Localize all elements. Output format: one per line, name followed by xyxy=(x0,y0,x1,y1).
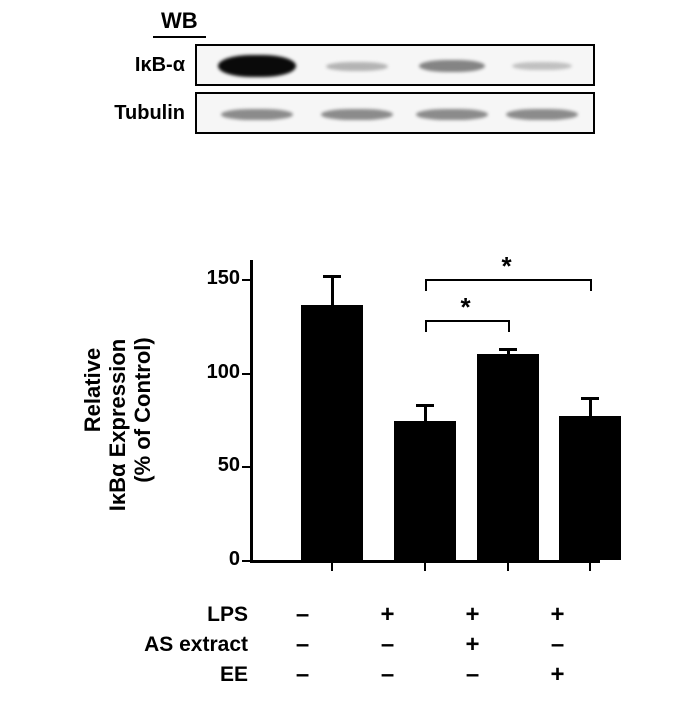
error-cap xyxy=(416,404,434,407)
condition-label: EE xyxy=(110,663,260,687)
condition-table: LPS–+++AS extract––+–EE–––+ xyxy=(110,600,610,690)
significance-star: * xyxy=(461,292,471,323)
condition-label: LPS xyxy=(110,603,260,627)
wb-band xyxy=(221,109,293,120)
y-tick xyxy=(242,373,250,375)
condition-cell: – xyxy=(430,661,515,689)
x-tick xyxy=(331,563,333,571)
y-tick xyxy=(242,560,250,562)
bar xyxy=(559,416,621,560)
condition-cell: – xyxy=(345,661,430,689)
error-cap xyxy=(499,348,517,351)
wb-band xyxy=(419,60,485,72)
y-tick-label: 0 xyxy=(190,548,240,571)
bar-chart: 0 50 100 150 * * xyxy=(180,240,610,590)
wb-band xyxy=(416,109,488,120)
wb-blot xyxy=(195,92,595,134)
x-tick xyxy=(589,563,591,571)
y-tick xyxy=(242,279,250,281)
error-bar xyxy=(331,275,334,305)
significance-bracket-drop xyxy=(425,279,427,291)
wb-band xyxy=(326,62,388,71)
wb-row: Tubulin xyxy=(95,92,597,134)
wb-band xyxy=(218,55,296,77)
y-tick-label: 150 xyxy=(190,267,240,290)
error-cap xyxy=(323,275,341,278)
wb-band xyxy=(321,109,393,120)
condition-row: AS extract––+– xyxy=(110,630,610,660)
condition-cell: – xyxy=(260,661,345,689)
bar xyxy=(394,421,456,560)
condition-row: EE–––+ xyxy=(110,660,610,690)
y-axis xyxy=(250,260,253,560)
y-tick-label: 50 xyxy=(190,454,240,477)
wb-title: WB xyxy=(153,8,206,38)
significance-bracket-drop xyxy=(508,320,510,332)
wb-blot xyxy=(195,44,595,86)
condition-cell: – xyxy=(260,601,345,629)
condition-cell: + xyxy=(430,601,515,629)
condition-cell: – xyxy=(260,631,345,659)
y-tick xyxy=(242,466,250,468)
condition-cell: + xyxy=(515,601,600,629)
significance-bracket-drop xyxy=(425,320,427,332)
condition-cell: – xyxy=(515,631,600,659)
condition-cell: + xyxy=(430,631,515,659)
western-blot-panel: WB IκB-α Tubulin xyxy=(95,8,597,134)
y-axis-label-line3: (% of Control) xyxy=(130,260,156,560)
x-tick xyxy=(507,563,509,571)
wb-row-label: IκB-α xyxy=(95,54,195,77)
condition-cell: + xyxy=(515,661,600,689)
y-axis-label-line2: IκBα Expression xyxy=(105,275,131,575)
y-axis-label-line1: Relative xyxy=(80,240,106,540)
wb-band xyxy=(512,62,572,70)
x-tick xyxy=(424,563,426,571)
condition-cell: – xyxy=(345,631,430,659)
condition-label: AS extract xyxy=(110,633,260,657)
bar xyxy=(301,305,363,560)
condition-row: LPS–+++ xyxy=(110,600,610,630)
significance-bracket-drop xyxy=(590,279,592,291)
y-tick-label: 100 xyxy=(190,361,240,384)
wb-row-label: Tubulin xyxy=(95,102,195,125)
wb-row: IκB-α xyxy=(95,44,597,86)
condition-cell: + xyxy=(345,601,430,629)
bar xyxy=(477,354,539,560)
significance-star: * xyxy=(502,251,512,282)
wb-band xyxy=(506,109,578,120)
error-cap xyxy=(581,397,599,400)
